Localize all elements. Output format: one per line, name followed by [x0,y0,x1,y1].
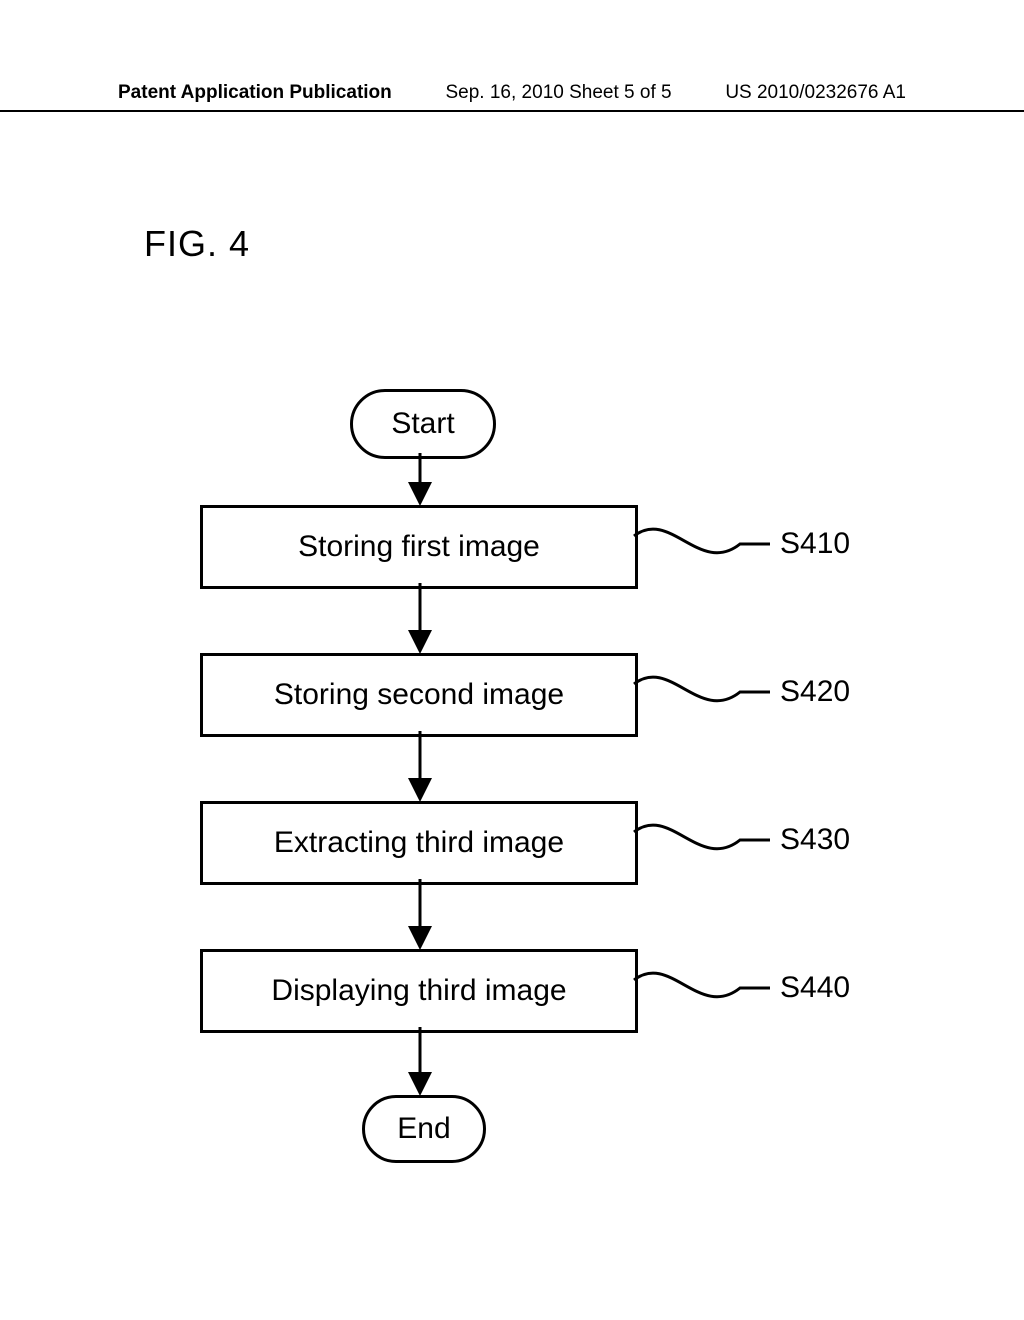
flowchart-step-s430: Extracting third image [200,801,638,885]
leader-line-icon [634,973,770,997]
end-label: End [397,1112,450,1146]
step-text: Extracting third image [274,826,564,860]
step-label-s410: S410 [780,527,850,561]
leader-line-icon [634,529,770,553]
step-text: Displaying third image [271,974,566,1008]
page-header: Patent Application Publication Sep. 16, … [0,82,1024,112]
step-text: Storing first image [298,530,540,564]
flowchart-step-s440: Displaying third image [200,949,638,1033]
header-mid: Sep. 16, 2010 Sheet 5 of 5 [446,82,672,104]
flowchart-step-s420: Storing second image [200,653,638,737]
header-right: US 2010/0232676 A1 [725,82,906,104]
flowchart-end: End [362,1095,486,1163]
step-label-s430: S430 [780,823,850,857]
figure-label: FIG. 4 [144,223,250,265]
flowchart-start: Start [350,389,496,459]
header-row: Patent Application Publication Sep. 16, … [0,82,1024,110]
flowchart-step-s410: Storing first image [200,505,638,589]
step-label-s420: S420 [780,675,850,709]
step-text: Storing second image [274,678,564,712]
header-left: Patent Application Publication [118,82,392,104]
leader-line-icon [634,825,770,849]
step-label-s440: S440 [780,971,850,1005]
start-label: Start [391,407,454,441]
page: Patent Application Publication Sep. 16, … [0,0,1024,1320]
leader-line-icon [634,677,770,701]
